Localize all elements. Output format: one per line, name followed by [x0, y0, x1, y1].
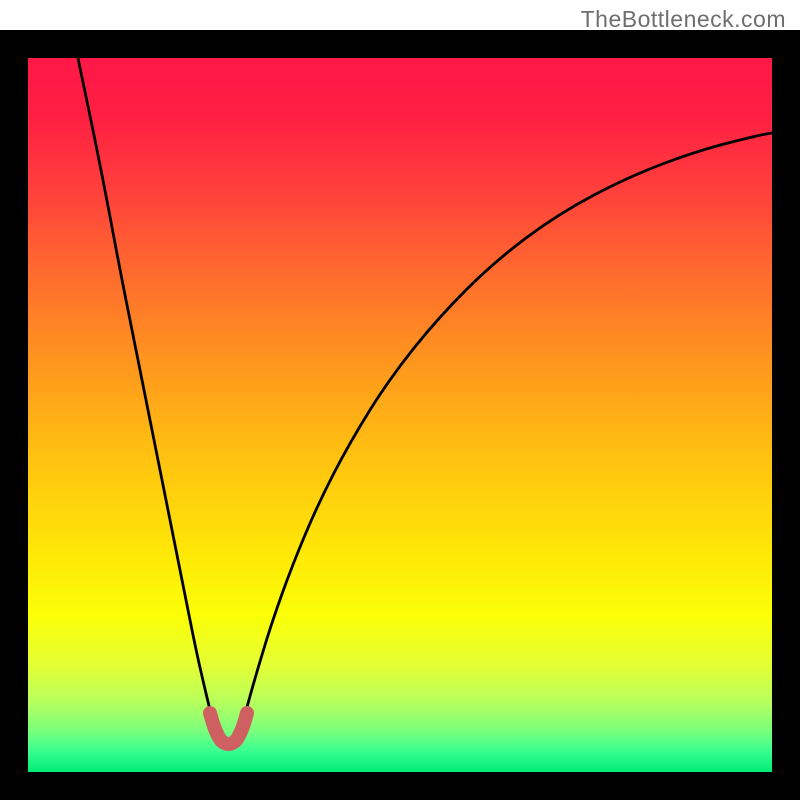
- watermark-text: TheBottleneck.com: [581, 6, 786, 33]
- chart-svg: [0, 0, 800, 800]
- chart-canvas: TheBottleneck.com: [0, 0, 800, 800]
